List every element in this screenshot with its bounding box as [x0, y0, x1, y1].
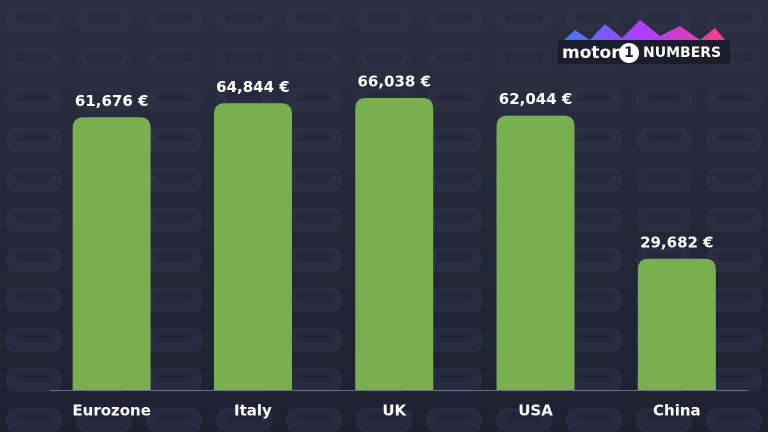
- value-label: 62,044 €: [499, 90, 573, 108]
- logo-mountains: [558, 20, 730, 46]
- x-tick-label: Eurozone: [72, 402, 151, 420]
- logo-box: [558, 40, 730, 64]
- bar: [355, 98, 434, 390]
- logo-text: motor: [562, 43, 620, 63]
- logo-circle: [619, 43, 639, 63]
- bar: [72, 117, 151, 390]
- logo: motor 1 NUMBERS: [558, 20, 730, 64]
- value-label: 66,038 €: [357, 73, 431, 91]
- value-label: 64,844 €: [216, 78, 290, 96]
- bar: [496, 115, 575, 391]
- x-tick-label: USA: [518, 402, 553, 420]
- logo-number: 1: [624, 45, 634, 61]
- x-tick-label: China: [653, 402, 701, 420]
- bar: [213, 103, 292, 390]
- bar: [637, 258, 716, 390]
- value-label: 29,682 €: [640, 233, 714, 251]
- value-label: 61,676 €: [75, 92, 149, 110]
- x-tick-label: Italy: [234, 402, 272, 420]
- logo-text: NUMBERS: [643, 45, 721, 61]
- x-tick-label: UK: [382, 402, 407, 420]
